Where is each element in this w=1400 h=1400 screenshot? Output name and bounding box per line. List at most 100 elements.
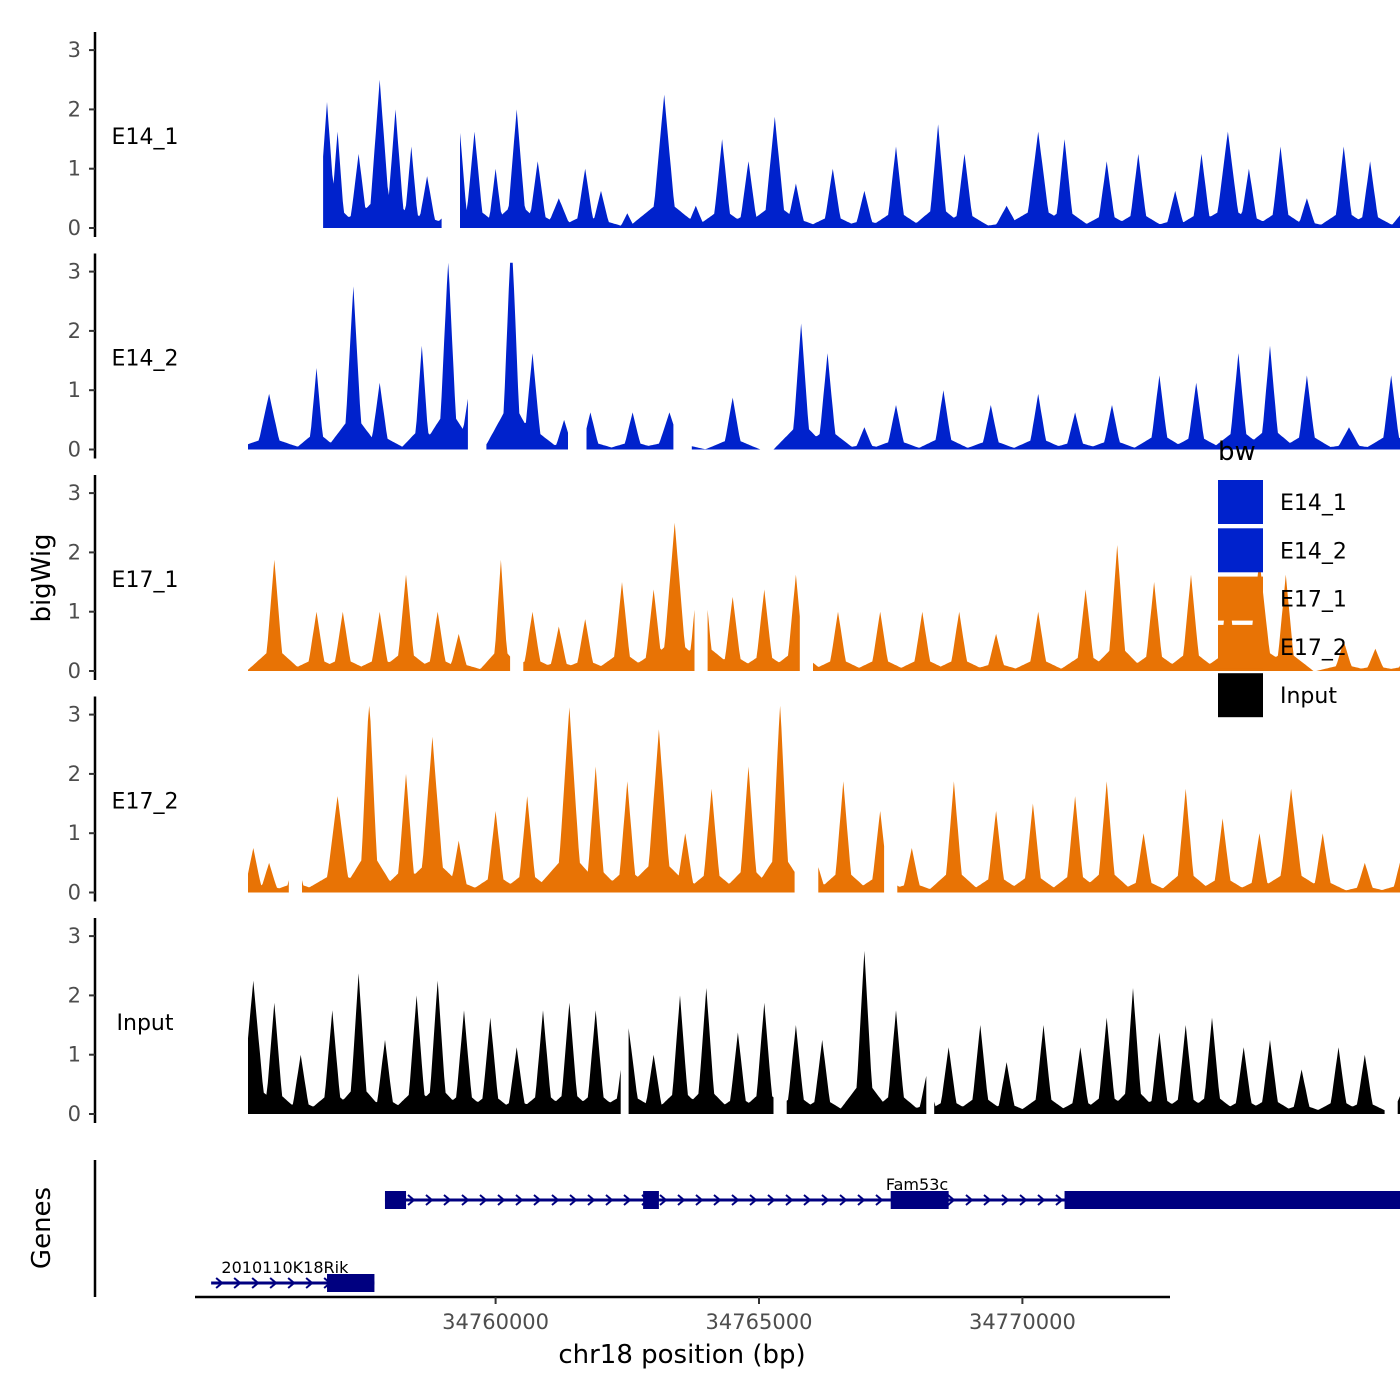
x-tick-label: 34765000 [706,1310,813,1334]
gene-direction-chevron [1037,1194,1046,1206]
gene-direction-chevron [251,1277,260,1289]
track-panel-E14_1: 0 1 2 3 E14_1 [68,32,1400,240]
gene-direction-chevron [1019,1194,1028,1206]
signal-area-E17_1-1 [523,522,695,671]
gene-direction-chevron [875,1194,884,1206]
y-tick-label: 0 [68,659,81,683]
y-tick-label: 1 [68,821,81,845]
y-tick-label: 3 [68,260,81,284]
genes-layer: Fam53c 2010110K18Rik [93,1160,1400,1297]
gene-direction-chevron [677,1194,686,1206]
gene-exon-0 [384,1191,407,1209]
legend-swatch-E17_1 [1218,576,1263,621]
y-tick-label: 3 [68,481,81,505]
y-tick-label: 3 [68,924,81,948]
gene-direction-chevron [497,1194,506,1206]
gene-direction-chevron [551,1194,560,1206]
gene-direction-chevron [1055,1194,1064,1206]
gene-direction-chevron [407,1194,416,1206]
gene-label: 2010110K18Rik [221,1258,349,1277]
y-tick-label: 3 [68,38,81,62]
signal-area-E14_2-0 [248,262,468,450]
gene-direction-chevron [1001,1194,1010,1206]
y-tick-label: 1 [68,157,81,181]
legend-label-E14_1: E14_1 [1280,491,1347,516]
gene-direction-chevron [659,1194,668,1206]
gene-direction-chevron [461,1194,470,1206]
track-label: E14_2 [112,347,179,372]
gene-direction-chevron [965,1194,974,1206]
legend-swatch-E14_2 [1218,528,1263,573]
gene-direction-chevron [269,1277,278,1289]
gene-exon-3 [1064,1191,1400,1209]
y-axis-title: bigWig [27,533,57,622]
gene-direction-chevron [569,1194,578,1206]
signal-area-E14_1-2 [460,94,1400,228]
legend-swatch-Input [1218,673,1263,718]
signal-area-E17_2-0 [248,848,289,893]
signal-area-E17_2-1 [302,705,795,893]
y-tick-label: 2 [68,319,81,343]
track-label: E17_2 [112,790,179,815]
signal-area-E14_2-3 [691,323,1400,450]
gene-direction-chevron [749,1194,758,1206]
track-label: E17_1 [112,568,179,593]
y-tick-label: 2 [68,540,81,564]
gene-direction-chevron [731,1194,740,1206]
gene-direction-chevron [587,1194,596,1206]
gene-direction-chevron [713,1194,722,1206]
track-panel-E17_1: 0 1 2 3 E17_1 [68,475,1400,683]
x-tick-label: 34760000 [442,1310,549,1334]
legend: bw E14_1 E14_2 E17_1 E17_2 Input [1218,437,1347,718]
gene-label: Fam53c [886,1175,948,1194]
y-tick-label: 0 [68,216,81,240]
y-tick-label: 2 [68,983,81,1007]
legend-swatch-E17_2 [1218,624,1263,669]
signal-area-Input-3 [934,988,1385,1114]
gene-direction-chevron [515,1194,524,1206]
gene-direction-chevron [443,1194,452,1206]
signal-area-E14_2-2 [586,412,674,450]
gene-direction-chevron [821,1194,830,1206]
gene-direction-chevron [305,1277,314,1289]
gene-direction-chevron [233,1277,242,1289]
gene-direction-chevron [605,1194,614,1206]
x-tick-label: 34770000 [969,1310,1076,1334]
signal-area-E17_2-2 [818,781,885,893]
y-tick-label: 2 [68,97,81,121]
y-tick-label: 1 [68,600,81,624]
gene-direction-chevron [287,1277,296,1289]
gene-Fam53c: Fam53c [384,1175,1400,1209]
tracks-layer: 0 1 2 3 E14_1 0 1 2 3 E14_2 0 1 2 3 E17_1 0 1 2 3 E17_2 0 1 2 3… [68,32,1400,1126]
signal-area-Input-0 [248,973,621,1114]
gene-exon-1 [643,1191,659,1209]
y-tick-label: 0 [68,1102,81,1126]
gene-direction-chevron [947,1194,956,1206]
gene-direction-chevron [479,1194,488,1206]
track-panel-Input: 0 1 2 3 Input [68,918,1400,1126]
legend-label-E17_1: E17_1 [1280,588,1347,613]
gene-direction-chevron [623,1194,632,1206]
gene-direction-chevron [983,1194,992,1206]
gene-direction-chevron [425,1194,434,1206]
signal-area-E14_1-1 [323,79,442,228]
track-panel-E17_2: 0 1 2 3 E17_2 [68,696,1400,905]
x-axis-title: chr18 position (bp) [558,1340,805,1370]
legend-title: bw [1218,437,1256,467]
y-tick-label: 1 [68,1043,81,1067]
y-tick-label: 2 [68,762,81,786]
gene-2010110K18Rik: 2010110K18Rik [211,1258,375,1292]
x-axis: 34760000 34765000 34770000 [195,1295,1170,1334]
gene-direction-chevron [839,1194,848,1206]
track-label: Input [117,1011,174,1036]
y-tick-label: 0 [68,881,81,905]
signal-area-E17_2-3 [897,781,1400,893]
legend-swatch-E14_1 [1218,480,1263,524]
gene-exon-0 [327,1274,375,1292]
signal-area-Input-2 [786,950,927,1114]
gene-direction-chevron [857,1194,866,1206]
legend-label-Input: Input [1280,684,1337,709]
gene-direction-chevron [533,1194,542,1206]
signal-area-E14_2-1 [486,262,568,450]
signal-area-Input-4 [1397,1095,1400,1114]
